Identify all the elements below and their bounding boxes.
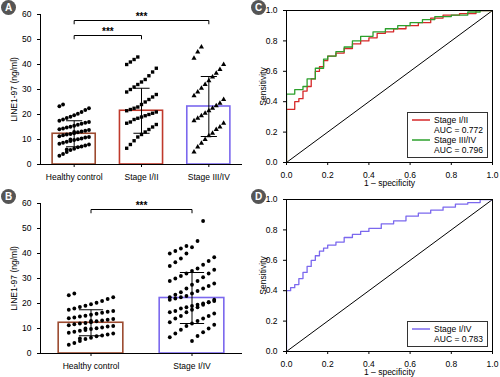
svg-text:0.6: 0.6	[265, 255, 278, 265]
svg-text:0.2: 0.2	[266, 127, 278, 137]
svg-text:Stage I/IV: Stage I/IV	[173, 361, 211, 371]
svg-text:0.0: 0.0	[281, 359, 293, 369]
svg-text:40: 40	[22, 248, 32, 258]
svg-text:0.0: 0.0	[266, 157, 278, 167]
svg-text:0.2: 0.2	[266, 316, 278, 326]
svg-text:1.0: 1.0	[487, 170, 499, 180]
svg-text:30: 30	[22, 273, 32, 283]
svg-text:0.2: 0.2	[322, 359, 334, 369]
svg-text:0.6: 0.6	[404, 169, 416, 180]
svg-text:1 – specificity: 1 – specificity	[364, 367, 416, 377]
svg-text:0.4: 0.4	[265, 285, 278, 296]
html-text:Stage I/IV: Stage I/IV	[434, 324, 472, 334]
svg-text:Sensitivity: Sensitivity	[258, 67, 268, 106]
svg-text:0.8: 0.8	[266, 225, 278, 235]
html-text:AUC = 0.783: AUC = 0.783	[434, 334, 483, 344]
svg-text:0.6: 0.6	[265, 66, 278, 76]
svg-text:***: ***	[102, 26, 114, 37]
html-text:AUC = 0.796: AUC = 0.796	[434, 145, 483, 155]
svg-text:1.0: 1.0	[266, 194, 278, 204]
svg-text:0.0: 0.0	[266, 346, 278, 356]
html-text:D: D	[254, 191, 263, 202]
svg-text:0.4: 0.4	[363, 169, 375, 180]
svg-text:LINE1-97 (ng/ml): LINE1-97 (ng/ml)	[9, 57, 19, 122]
svg-text:50: 50	[22, 34, 32, 44]
svg-text:Stage I/II: Stage I/II	[124, 172, 158, 182]
html-text:AUC = 0.772: AUC = 0.772	[434, 125, 483, 135]
svg-text:0: 0	[27, 159, 32, 169]
svg-text:0.8: 0.8	[266, 36, 278, 46]
svg-text:0.0: 0.0	[281, 170, 293, 180]
svg-text:1 – specificity: 1 – specificity	[364, 178, 416, 188]
svg-text:1.0: 1.0	[266, 5, 278, 15]
svg-text:60: 60	[22, 9, 32, 19]
svg-text:0.8: 0.8	[445, 359, 457, 369]
svg-text:20: 20	[22, 298, 32, 308]
svg-text:LINE1-97 (ng/ml): LINE1-97 (ng/ml)	[9, 246, 19, 311]
svg-text:10: 10	[22, 134, 32, 144]
svg-text:30: 30	[22, 84, 32, 94]
svg-text:0: 0	[27, 348, 32, 358]
svg-text:0.6: 0.6	[404, 358, 416, 369]
svg-text:Stage III/IV: Stage III/IV	[188, 172, 230, 182]
svg-text:50: 50	[22, 223, 32, 233]
svg-text:***: ***	[136, 200, 148, 211]
svg-text:40: 40	[22, 59, 32, 69]
svg-text:0.4: 0.4	[363, 358, 375, 369]
svg-text:60: 60	[22, 198, 32, 208]
svg-text:***: ***	[136, 11, 148, 22]
svg-text:Healthy control: Healthy control	[63, 361, 120, 371]
html-text:Stage III/IV: Stage III/IV	[434, 135, 477, 145]
html-text:A: A	[4, 2, 13, 13]
svg-text:1.0: 1.0	[487, 359, 499, 369]
html-text:B: B	[4, 191, 13, 202]
svg-text:0.8: 0.8	[445, 170, 457, 180]
svg-text:10: 10	[22, 323, 32, 333]
html-text:Stage I/II: Stage I/II	[434, 115, 469, 125]
svg-text:Sensitivity: Sensitivity	[258, 256, 268, 295]
html-text:C: C	[254, 2, 263, 13]
svg-text:Healthy control: Healthy control	[46, 172, 103, 182]
svg-text:0.4: 0.4	[265, 96, 278, 107]
svg-text:0.2: 0.2	[322, 170, 334, 180]
svg-text:20: 20	[22, 109, 32, 119]
